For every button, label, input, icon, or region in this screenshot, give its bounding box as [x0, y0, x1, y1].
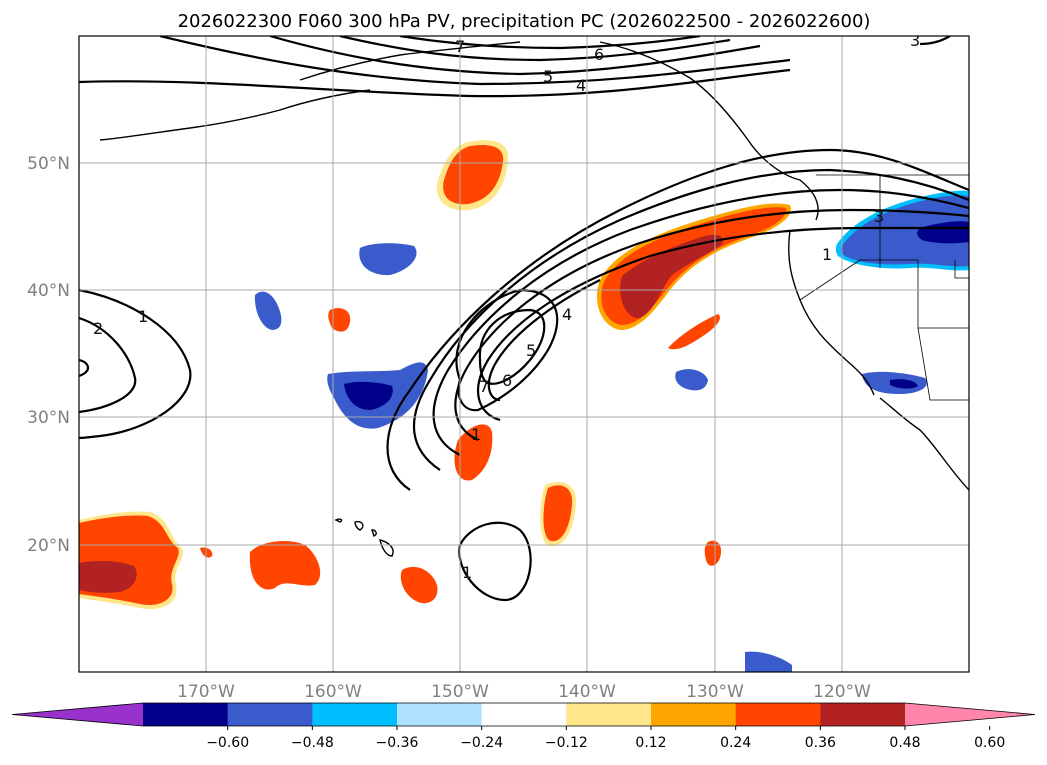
colorbar-tick-label: −0.60	[206, 735, 249, 751]
colorbar-tick-label: 0.36	[805, 735, 836, 751]
colorbar: −0.60 −0.48 −0.36 −0.24 −0.12 0.12 0.24 0.36 0.4…	[11, 702, 1036, 751]
colorbar-tick-label: 0.24	[720, 735, 751, 751]
lat-label: 20°N	[27, 536, 70, 556]
contour-label: 2	[93, 319, 103, 338]
lon-labels: 170°W 160°W 150°W 140°W 130°W 120°W	[177, 682, 871, 702]
contour-label: 1	[138, 307, 148, 326]
colorbar-swatch	[820, 703, 906, 726]
contour-label: 4	[562, 305, 572, 324]
precip-warm-center	[454, 424, 493, 481]
lat-label: 30°N	[27, 408, 70, 428]
contour-label: 7	[479, 377, 489, 396]
lon-label: 130°W	[686, 682, 744, 702]
colorbar-tick-label: 0.48	[889, 735, 920, 751]
map-panel: 7 6 5 4 1 2 1 4 5 6 7 1 1 3 3	[79, 31, 969, 672]
contour-label: 3	[910, 31, 920, 50]
lon-label: 120°W	[813, 682, 871, 702]
contour-label: 6	[594, 45, 604, 64]
colorbar-tick-label: −0.24	[460, 735, 503, 751]
lat-label: 50°N	[27, 154, 70, 174]
lon-label: 170°W	[177, 682, 235, 702]
colorbar-extend-high	[905, 703, 1035, 726]
lon-label: 140°W	[558, 682, 616, 702]
contour-label: 5	[543, 67, 553, 86]
colorbar-tick-label: 0.60	[974, 735, 1005, 751]
colorbar-swatch	[397, 703, 483, 726]
map-frame	[78, 35, 970, 673]
colorbar-tick-label: −0.48	[291, 735, 334, 751]
colorbar-tick-label: 0.12	[635, 735, 666, 751]
contour-label: 6	[502, 371, 512, 390]
colorbar-swatch	[735, 703, 821, 726]
lat-labels: 50°N 40°N 30°N 20°N	[27, 154, 70, 556]
pv-contours	[79, 36, 969, 602]
lon-label: 150°W	[431, 682, 489, 702]
lon-label: 160°W	[304, 682, 362, 702]
contour-label: 3	[874, 207, 884, 226]
colorbar-swatch	[481, 703, 567, 726]
colorbar-outline	[11, 702, 1036, 727]
contour-label: 1	[462, 563, 472, 582]
coastlines	[99, 41, 969, 557]
chart-title: 2026022300 F060 300 hPa PV, precipitatio…	[178, 11, 871, 32]
colorbar-tick-label: −0.12	[545, 735, 588, 751]
contour-labels: 7 6 5 4 1 2 1 4 5 6 7 1 1 3 3	[93, 31, 920, 582]
colorbar-swatch	[143, 703, 229, 726]
state-borders	[799, 174, 969, 401]
colorbar-swatch	[651, 703, 737, 726]
precip-shading	[79, 140, 969, 672]
lat-label: 40°N	[27, 281, 70, 301]
colorbar-swatch	[566, 703, 652, 726]
contour-label: 1	[822, 245, 832, 264]
contour-label: 1	[471, 425, 481, 444]
contour-label: 4	[576, 76, 586, 95]
contour-label: 7	[455, 37, 465, 56]
colorbar-swatch	[227, 703, 313, 726]
colorbar-extend-low	[12, 703, 143, 726]
colorbar-tick-label: −0.36	[376, 735, 419, 751]
gridlines	[79, 36, 969, 672]
contour-label: 5	[526, 341, 536, 360]
colorbar-swatch	[312, 703, 398, 726]
